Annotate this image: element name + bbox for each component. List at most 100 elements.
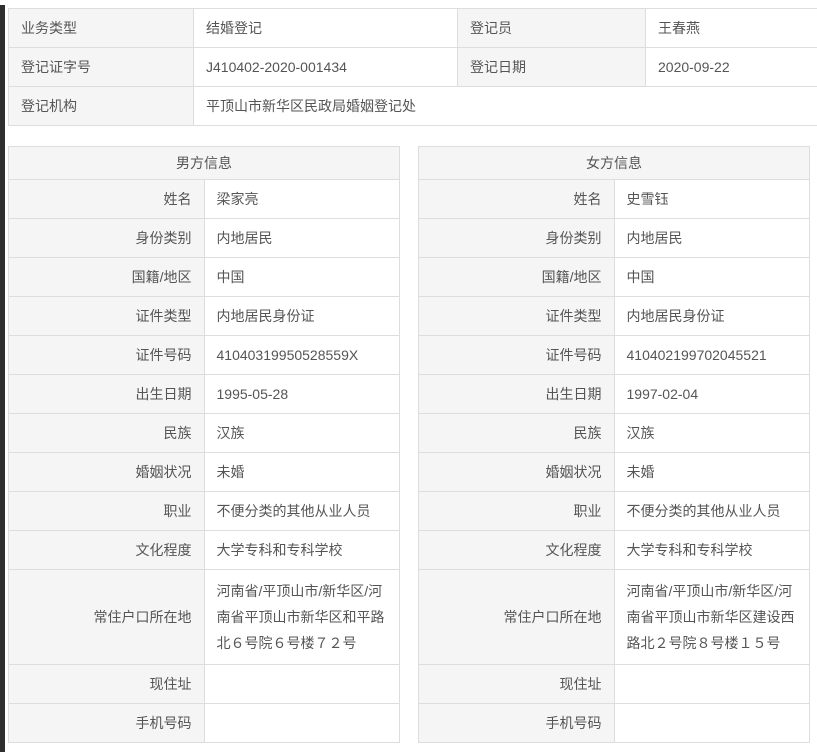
field-value: 平顶山市新华区民政局婚姻登记处 [193, 86, 817, 126]
table-row: 姓名 史雪钰 [418, 179, 810, 219]
field-value: 王春燕 [645, 8, 817, 48]
field-value: 河南省/平顶山市/新华区/河南省平顶山市新华区和平路北６号院６号楼７２号 [203, 569, 400, 665]
field-label: 证件号码 [8, 335, 205, 375]
field-label: 文化程度 [418, 530, 615, 570]
field-label: 姓名 [8, 179, 205, 219]
field-value: 梁家亮 [203, 179, 400, 219]
field-label: 文化程度 [8, 530, 205, 570]
field-label: 出生日期 [418, 374, 615, 414]
field-label: 常住户口所在地 [8, 569, 205, 665]
field-value: 内地居民 [613, 218, 810, 258]
table-row: 证件类型 内地居民身份证 [418, 296, 810, 336]
field-label: 业务类型 [8, 8, 194, 48]
field-label: 手机号码 [8, 703, 205, 743]
table-row: 证件号码 410402199702045521 [418, 335, 810, 375]
field-label: 登记机构 [8, 86, 194, 126]
table-row: 身份类别 内地居民 [418, 218, 810, 258]
field-value: 410402199702045521 [613, 335, 810, 375]
table-row: 业务类型 结婚登记 登记员 王春燕 [8, 8, 817, 48]
field-label: 婚姻状况 [8, 452, 205, 492]
table-row: 现住址 [8, 664, 400, 704]
field-label: 民族 [8, 413, 205, 453]
field-label: 国籍/地区 [8, 257, 205, 297]
table-row: 文化程度 大学专科和专科学校 [8, 530, 400, 570]
female-info-table: 女方信息 姓名 史雪钰 身份类别 内地居民 国籍/地区 中国 证件类型 内地居民… [418, 146, 810, 743]
marriage-registration-record: 业务类型 结婚登记 登记员 王春燕 登记证字号 J410402-2020-001… [8, 8, 817, 743]
field-label: 身份类别 [418, 218, 615, 258]
table-header-row: 男方信息 [8, 146, 400, 180]
field-label: 国籍/地区 [418, 257, 615, 297]
table-row: 出生日期 1995-05-28 [8, 374, 400, 414]
field-value: 中国 [203, 257, 400, 297]
table-row: 手机号码 [8, 703, 400, 743]
party-info-section: 男方信息 姓名 梁家亮 身份类别 内地居民 国籍/地区 中国 证件类型 内地居民… [8, 146, 810, 743]
field-label: 证件类型 [8, 296, 205, 336]
table-row: 现住址 [418, 664, 810, 704]
field-value: 内地居民 [203, 218, 400, 258]
table-row: 登记证字号 J410402-2020-001434 登记日期 2020-09-2… [8, 47, 817, 87]
table-row: 职业 不便分类的其他从业人员 [8, 491, 400, 531]
field-value: 不便分类的其他从业人员 [203, 491, 400, 531]
male-info-title: 男方信息 [8, 146, 400, 180]
table-row: 民族 汉族 [418, 413, 810, 453]
table-row: 常住户口所在地 河南省/平顶山市/新华区/河南省平顶山市新华区和平路北６号院６号… [8, 569, 400, 665]
table-row: 手机号码 [418, 703, 810, 743]
table-row: 文化程度 大学专科和专科学校 [418, 530, 810, 570]
field-label: 手机号码 [418, 703, 615, 743]
field-value: 中国 [613, 257, 810, 297]
field-label: 常住户口所在地 [418, 569, 615, 665]
field-label: 姓名 [418, 179, 615, 219]
field-value: 汉族 [203, 413, 400, 453]
table-row: 婚姻状况 未婚 [8, 452, 400, 492]
table-row: 国籍/地区 中国 [418, 257, 810, 297]
table-header-row: 女方信息 [418, 146, 810, 180]
field-label: 婚姻状况 [418, 452, 615, 492]
table-row: 姓名 梁家亮 [8, 179, 400, 219]
field-value [613, 664, 810, 704]
field-value: 汉族 [613, 413, 810, 453]
field-label: 职业 [8, 491, 205, 531]
table-row: 登记机构 平顶山市新华区民政局婚姻登记处 [8, 86, 817, 126]
field-label: 证件类型 [418, 296, 615, 336]
field-label: 登记日期 [457, 47, 646, 87]
field-label: 现住址 [8, 664, 205, 704]
table-row: 民族 汉族 [8, 413, 400, 453]
table-row: 证件号码 41040319950528559X [8, 335, 400, 375]
registration-summary-table: 业务类型 结婚登记 登记员 王春燕 登记证字号 J410402-2020-001… [8, 8, 817, 126]
field-value [613, 703, 810, 743]
female-info-title: 女方信息 [418, 146, 810, 180]
field-value: 大学专科和专科学校 [613, 530, 810, 570]
field-value: 内地居民身份证 [203, 296, 400, 336]
field-value: 不便分类的其他从业人员 [613, 491, 810, 531]
field-label: 民族 [418, 413, 615, 453]
table-row: 身份类别 内地居民 [8, 218, 400, 258]
field-label: 登记员 [457, 8, 646, 48]
field-label: 职业 [418, 491, 615, 531]
field-label: 登记证字号 [8, 47, 194, 87]
window-edge [0, 5, 5, 752]
field-value: 1995-05-28 [203, 374, 400, 414]
table-row: 婚姻状况 未婚 [418, 452, 810, 492]
field-value: 史雪钰 [613, 179, 810, 219]
field-value: 河南省/平顶山市/新华区/河南省平顶山市新华区建设西路北２号院８号楼１５号 [613, 569, 810, 665]
field-value [203, 703, 400, 743]
field-label: 现住址 [418, 664, 615, 704]
male-info-table: 男方信息 姓名 梁家亮 身份类别 内地居民 国籍/地区 中国 证件类型 内地居民… [8, 146, 400, 743]
field-value: 41040319950528559X [203, 335, 400, 375]
field-value: 内地居民身份证 [613, 296, 810, 336]
field-value: 2020-09-22 [645, 47, 817, 87]
table-row: 出生日期 1997-02-04 [418, 374, 810, 414]
table-row: 常住户口所在地 河南省/平顶山市/新华区/河南省平顶山市新华区建设西路北２号院８… [418, 569, 810, 665]
field-value: 大学专科和专科学校 [203, 530, 400, 570]
field-label: 证件号码 [418, 335, 615, 375]
table-row: 职业 不便分类的其他从业人员 [418, 491, 810, 531]
field-label: 出生日期 [8, 374, 205, 414]
field-value: J410402-2020-001434 [193, 47, 458, 87]
table-row: 证件类型 内地居民身份证 [8, 296, 400, 336]
field-value: 结婚登记 [193, 8, 458, 48]
field-value: 未婚 [203, 452, 400, 492]
field-label: 身份类别 [8, 218, 205, 258]
field-value: 未婚 [613, 452, 810, 492]
field-value [203, 664, 400, 704]
field-value: 1997-02-04 [613, 374, 810, 414]
